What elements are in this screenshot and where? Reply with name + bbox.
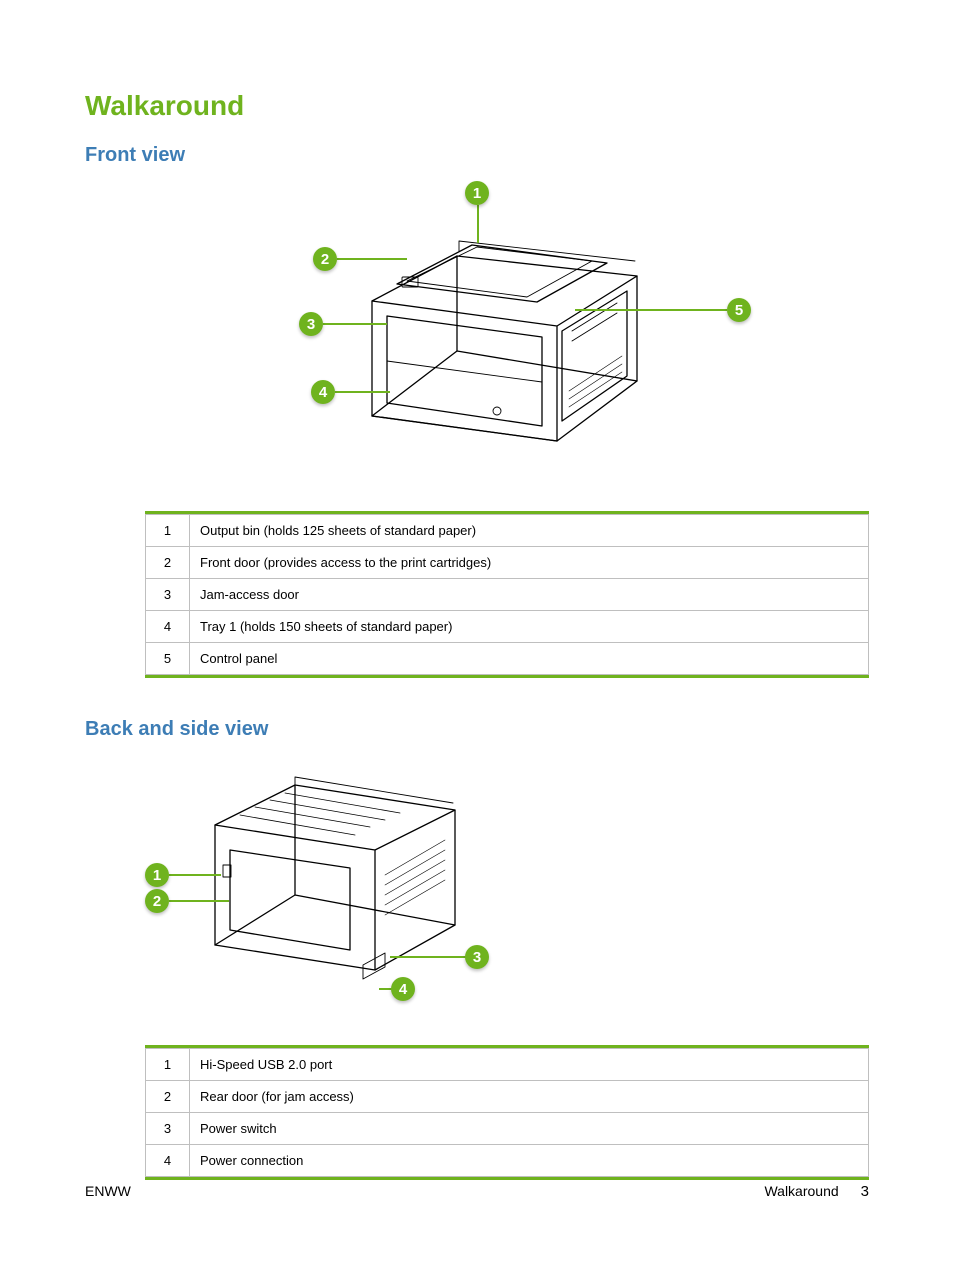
leader-b1 xyxy=(169,874,221,876)
table-row: 4Tray 1 (holds 150 sheets of standard pa… xyxy=(146,611,869,643)
row-label: Output bin (holds 125 sheets of standard… xyxy=(190,515,869,547)
footer-section-label: Walkaround xyxy=(764,1183,838,1199)
section-front-view-heading: Front view xyxy=(85,144,869,167)
row-num: 3 xyxy=(146,1113,190,1145)
callout-back-4: 4 xyxy=(391,977,415,1001)
callout-front-1: 1 xyxy=(465,181,489,205)
table-row: 2Rear door (for jam access) xyxy=(146,1081,869,1113)
table-row: 2Front door (provides access to the prin… xyxy=(146,547,869,579)
page-footer: ENWW Walkaround 3 xyxy=(85,1183,869,1200)
row-num: 5 xyxy=(146,643,190,675)
back-table-bottombar xyxy=(145,1177,869,1180)
callout-front-2: 2 xyxy=(313,247,337,271)
leader-2 xyxy=(337,258,407,260)
page-title: Walkaround xyxy=(85,90,869,122)
row-label: Power switch xyxy=(190,1113,869,1145)
row-label: Front door (provides access to the print… xyxy=(190,547,869,579)
back-view-table: 1Hi-Speed USB 2.0 port 2Rear door (for j… xyxy=(145,1048,869,1177)
row-label: Tray 1 (holds 150 sheets of standard pap… xyxy=(190,611,869,643)
footer-left: ENWW xyxy=(85,1183,131,1199)
callout-front-3: 3 xyxy=(299,312,323,336)
callout-front-4: 4 xyxy=(311,380,335,404)
row-num: 3 xyxy=(146,579,190,611)
table-row: 3Jam-access door xyxy=(146,579,869,611)
callout-back-3: 3 xyxy=(465,945,489,969)
section-back-view-heading: Back and side view xyxy=(85,718,869,741)
leader-1 xyxy=(477,205,479,243)
row-num: 1 xyxy=(146,515,190,547)
row-label: Jam-access door xyxy=(190,579,869,611)
leader-5 xyxy=(575,309,727,311)
front-view-table: 1Output bin (holds 125 sheets of standar… xyxy=(145,514,869,675)
row-label: Control panel xyxy=(190,643,869,675)
row-label: Hi-Speed USB 2.0 port xyxy=(190,1049,869,1081)
callout-back-2: 2 xyxy=(145,889,169,913)
leader-4 xyxy=(335,391,390,393)
leader-b2 xyxy=(169,900,229,902)
row-num: 2 xyxy=(146,1081,190,1113)
leader-3 xyxy=(323,323,387,325)
front-view-diagram: 1 2 3 4 5 xyxy=(197,181,757,471)
leader-b3 xyxy=(390,956,466,958)
row-num: 4 xyxy=(146,1145,190,1177)
back-view-diagram-wrap: 1 2 3 4 xyxy=(145,755,869,1005)
callout-front-5: 5 xyxy=(727,298,751,322)
row-label: Power connection xyxy=(190,1145,869,1177)
row-num: 4 xyxy=(146,611,190,643)
table-row: 1Output bin (holds 125 sheets of standar… xyxy=(146,515,869,547)
table-row: 1Hi-Speed USB 2.0 port xyxy=(146,1049,869,1081)
row-num: 2 xyxy=(146,547,190,579)
back-view-diagram: 1 2 3 4 xyxy=(145,755,545,1005)
row-num: 1 xyxy=(146,1049,190,1081)
row-label: Rear door (for jam access) xyxy=(190,1081,869,1113)
table-row: 4Power connection xyxy=(146,1145,869,1177)
front-table-bottombar xyxy=(145,675,869,678)
callout-back-1: 1 xyxy=(145,863,169,887)
printer-back-illustration xyxy=(145,755,545,1005)
front-view-diagram-wrap: 1 2 3 4 5 xyxy=(85,181,869,471)
page-number: 3 xyxy=(861,1183,869,1200)
table-row: 5Control panel xyxy=(146,643,869,675)
table-row: 3Power switch xyxy=(146,1113,869,1145)
